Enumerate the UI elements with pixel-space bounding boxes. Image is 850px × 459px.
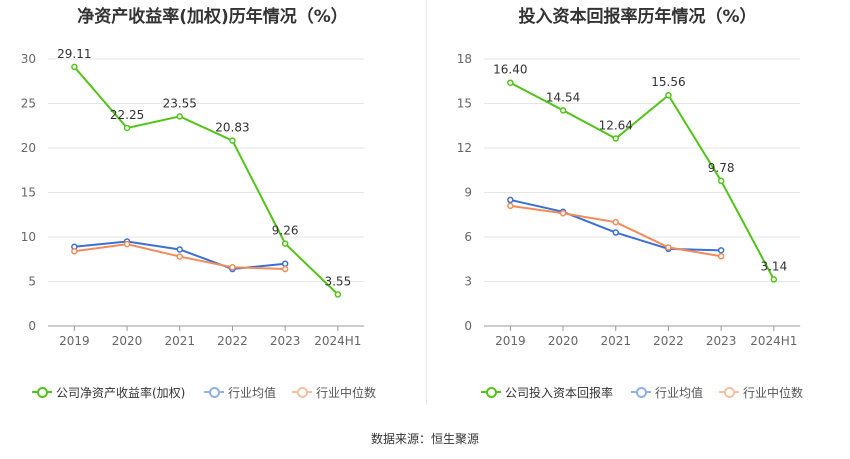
x-tick-label: 2020 (548, 334, 579, 348)
data-point[interactable] (71, 63, 78, 71)
x-tick-label: 2019 (59, 334, 90, 348)
legend-line-dot-icon (631, 385, 651, 399)
data-point[interactable] (281, 240, 289, 247)
data-point[interactable] (507, 202, 514, 210)
data-label: 12.64 (599, 119, 633, 133)
data-point[interactable] (123, 240, 131, 248)
data-point[interactable] (507, 196, 514, 204)
data-point[interactable] (612, 135, 619, 142)
legend-line-dot-icon (204, 385, 224, 399)
legend-label: 公司净资产收益率(加权) (56, 385, 186, 400)
legend-label: 公司投入资本回报率 (505, 385, 614, 400)
data-point[interactable] (717, 247, 725, 254)
y-tick-label: 6 (464, 230, 472, 244)
y-tick-label: 25 (21, 97, 36, 111)
y-tick-label: 30 (21, 52, 36, 66)
legend-line-dot-icon (32, 385, 52, 399)
data-point[interactable] (717, 253, 725, 260)
x-tick-label: 2023 (706, 334, 737, 348)
roic-legend: 公司投入资本回报率 行业均值 行业中位数 (425, 382, 850, 402)
legend-label: 行业均值 (228, 385, 277, 400)
data-point[interactable] (717, 177, 725, 185)
legend-line-dot-icon (481, 385, 501, 399)
roe-plot: 0 5 10 15 20 25 30 2019 2020 2021 2022 2023 2024H1 29… (21, 47, 365, 348)
data-point[interactable] (559, 210, 567, 217)
data-point[interactable] (176, 246, 183, 253)
panel-divider (426, 0, 427, 405)
x-tick-label: 2020 (112, 334, 143, 348)
chart-title: 净资产收益率(加权)历年情况（%） (77, 7, 348, 27)
data-label: 23.55 (163, 96, 197, 110)
x-tick-label: 2022 (653, 334, 684, 348)
y-tick-label: 18 (457, 52, 472, 66)
data-label: 9.78 (708, 161, 735, 175)
data-point[interactable] (229, 137, 236, 144)
series-line (73, 66, 339, 296)
data-label: 20.83 (215, 121, 249, 135)
legend-label: 行业中位数 (316, 385, 377, 400)
legend-label: 行业中位数 (743, 385, 804, 400)
y-tick-label: 9 (464, 186, 472, 200)
x-tick-label: 2023 (270, 334, 301, 348)
data-point[interactable] (334, 291, 342, 298)
data-label: 16.40 (493, 63, 527, 77)
legend-item-industry-mean[interactable]: 行业均值 (631, 382, 703, 402)
data-label: 9.26 (272, 224, 299, 238)
data-point[interactable] (229, 264, 236, 271)
data-point[interactable] (665, 91, 672, 99)
legend-line-dot-icon (719, 385, 739, 399)
y-tick-label: 5 (28, 275, 36, 289)
data-point[interactable] (281, 260, 289, 267)
data-label: 22.25 (110, 108, 144, 122)
data-point[interactable] (176, 253, 183, 260)
chart-roe: 净资产收益率(加权)历年情况（%） 0 5 10 15 20 25 30 2019 2020 20… (0, 0, 425, 420)
data-point[interactable] (612, 229, 619, 236)
x-tick-label: 2019 (495, 334, 526, 348)
series-line (509, 81, 775, 280)
y-tick-label: 0 (28, 319, 36, 333)
legend-item-industry-median[interactable]: 行业中位数 (292, 382, 376, 402)
chart-roic: 投入资本回报率历年情况（%） 0 3 6 9 12 15 18 2019 2020 2021 202… (425, 0, 850, 420)
y-tick-label: 10 (21, 230, 36, 244)
legend-item-industry-mean[interactable]: 行业均值 (204, 382, 276, 402)
data-label: 3.14 (760, 259, 787, 273)
legend-item-company[interactable]: 公司净资产收益率(加权) (32, 382, 185, 402)
x-tick-label: 2022 (217, 334, 248, 348)
data-label: 15.56 (651, 75, 685, 89)
data-point[interactable] (176, 113, 183, 120)
legend-label: 行业均值 (655, 385, 704, 400)
data-label: 14.54 (546, 90, 580, 104)
legend-line-dot-icon (292, 385, 312, 399)
data-point[interactable] (665, 244, 672, 251)
chart-title: 投入资本回报率历年情况（%） (518, 7, 757, 27)
x-tick-label: 2024H1 (314, 334, 361, 348)
roe-legend: 公司净资产收益率(加权) 行业均值 行业中位数 (0, 382, 425, 402)
data-label: 3.55 (324, 274, 351, 288)
y-tick-label: 15 (21, 186, 36, 200)
legend-item-company[interactable]: 公司投入资本回报率 (481, 382, 613, 402)
data-point[interactable] (559, 107, 567, 114)
y-tick-label: 15 (457, 97, 472, 111)
x-tick-label: 2021 (600, 334, 631, 348)
data-source: 数据来源：恒生聚源 (370, 432, 479, 446)
x-tick-label: 2021 (164, 334, 195, 348)
y-tick-label: 20 (21, 141, 36, 155)
data-point[interactable] (71, 247, 78, 255)
roic-plot: 0 3 6 9 12 15 18 2019 2020 2021 2022 2023 2024H1 16.4… (457, 52, 801, 348)
y-tick-label: 3 (464, 275, 472, 289)
data-point[interactable] (770, 276, 778, 283)
y-tick-label: 0 (464, 319, 472, 333)
data-point[interactable] (507, 79, 514, 86)
data-point[interactable] (612, 218, 619, 226)
data-point[interactable] (123, 124, 131, 132)
x-tick-label: 2024H1 (750, 334, 797, 348)
legend-item-industry-median[interactable]: 行业中位数 (719, 382, 803, 402)
data-label: 29.11 (57, 47, 91, 61)
y-tick-label: 12 (457, 141, 472, 155)
data-point[interactable] (281, 265, 289, 273)
